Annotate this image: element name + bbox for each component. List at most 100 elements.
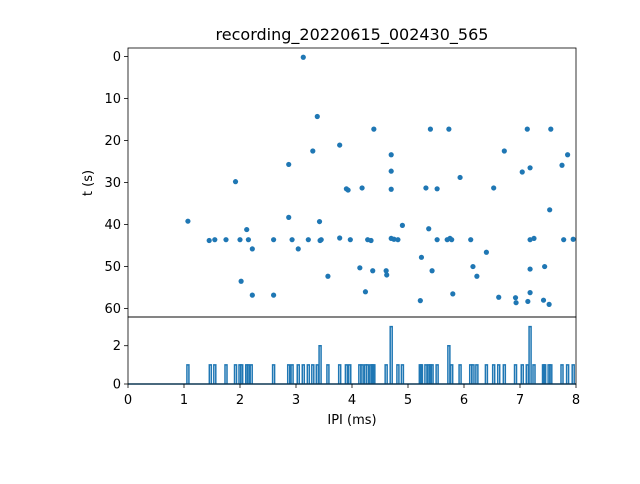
histogram-spike [389,325,393,384]
histogram-spike [337,364,342,384]
histogram-spike [560,364,564,384]
scatter-point [546,301,552,307]
histogram-spike [549,364,553,384]
histogram-spike [246,364,251,384]
histogram-spike [542,364,547,384]
scatter-point [289,237,295,243]
scatter-point [271,292,277,298]
scatter-point [212,237,218,243]
x-tick-label: 4 [348,393,356,408]
scatter-point [185,218,191,224]
y-tick-label: 60 [104,302,121,317]
scatter-point [570,236,576,242]
scatter-point [496,294,502,300]
scatter-point [388,186,394,192]
y-tick-label: 30 [104,176,121,191]
scatter-panel: 0 10 20 30 40 50 60 [104,47,577,318]
chart-title: recording_20220615_002430_565 [216,25,489,45]
x-tick-label: 8 [572,393,580,408]
histogram-spike [571,364,575,384]
histogram-spike [491,364,496,384]
scatter-point [540,297,547,303]
y-tick-label: 40 [104,218,121,233]
scatter-point [370,268,376,274]
scatter-point [300,54,306,60]
scatter-point [271,237,277,243]
histogram-spike [496,364,501,384]
histogram-spike [306,364,311,384]
scatter-point [449,237,455,243]
y-tick-label: 50 [104,260,121,275]
histogram-spike [532,364,536,384]
histogram-spike [290,364,294,384]
histogram-spike [326,364,330,384]
scatter-point [468,237,474,243]
scatter-point [232,179,239,185]
scatter-point [512,295,519,301]
histogram-spike [471,364,475,384]
scatter-point [337,142,343,148]
histogram-panel: 0 2 0 1 2 3 4 5 6 7 8 [113,316,580,408]
histogram-spike [484,364,489,384]
scatter-point [423,185,429,191]
histogram-spike [565,364,570,384]
y-tick-label: 0 [113,50,121,65]
histogram-spike [271,364,276,384]
histogram-spike [447,344,451,384]
scatter-point [388,152,394,158]
histogram-spike [224,364,228,384]
scatter-point [245,237,251,243]
histogram-spike [315,364,320,384]
scatter-point [434,237,440,243]
x-tick-label: 3 [292,393,300,408]
scatter-point [316,218,323,225]
y-tick-label: 2 [113,339,121,354]
histogram-spike [435,364,439,384]
histogram-spike [419,364,424,384]
histogram-spike [186,364,190,384]
histogram-spike [513,364,518,384]
scatter-point [286,214,292,220]
scatter-point [238,278,244,284]
scatter-point [310,148,316,154]
scatter-point [314,113,320,120]
x-axis-label: IPI (ms) [327,413,376,428]
scatter-point [565,152,571,158]
x-tick-label: 6 [460,393,468,408]
scatter-point [305,237,311,243]
histogram-spike [520,364,524,384]
scatter-point [249,246,255,252]
y-tick-label: 0 [113,378,121,393]
histogram-spike [372,364,376,384]
scatter-point [206,237,212,244]
scatter-point [527,237,533,243]
scatter-point [559,162,565,168]
histogram-spike [286,364,291,384]
scatter-point [474,273,480,279]
histogram-spike [213,364,217,384]
scatter-point [383,268,389,274]
scatter-point [547,207,553,213]
scatter-point [483,249,489,255]
histogram-spike [301,364,306,384]
scatter-point [429,268,435,274]
histogram-spike [475,364,479,384]
histogram-spike [396,364,400,384]
scatter-point [223,237,229,243]
histogram-axes-frame [127,316,577,385]
x-tick-label: 1 [180,393,188,408]
histogram-spike [348,364,352,384]
histogram-spike [384,364,388,384]
scatter-point [395,237,401,243]
scatter-point [450,291,456,297]
scatter-point [399,222,405,228]
histogram-spike [449,364,454,384]
histogram-spike [208,364,213,384]
scatter-point [519,169,525,175]
scatter-point [388,168,394,174]
scatter-point [337,235,343,241]
scatter-point [491,185,497,191]
scatter-point [470,263,476,270]
